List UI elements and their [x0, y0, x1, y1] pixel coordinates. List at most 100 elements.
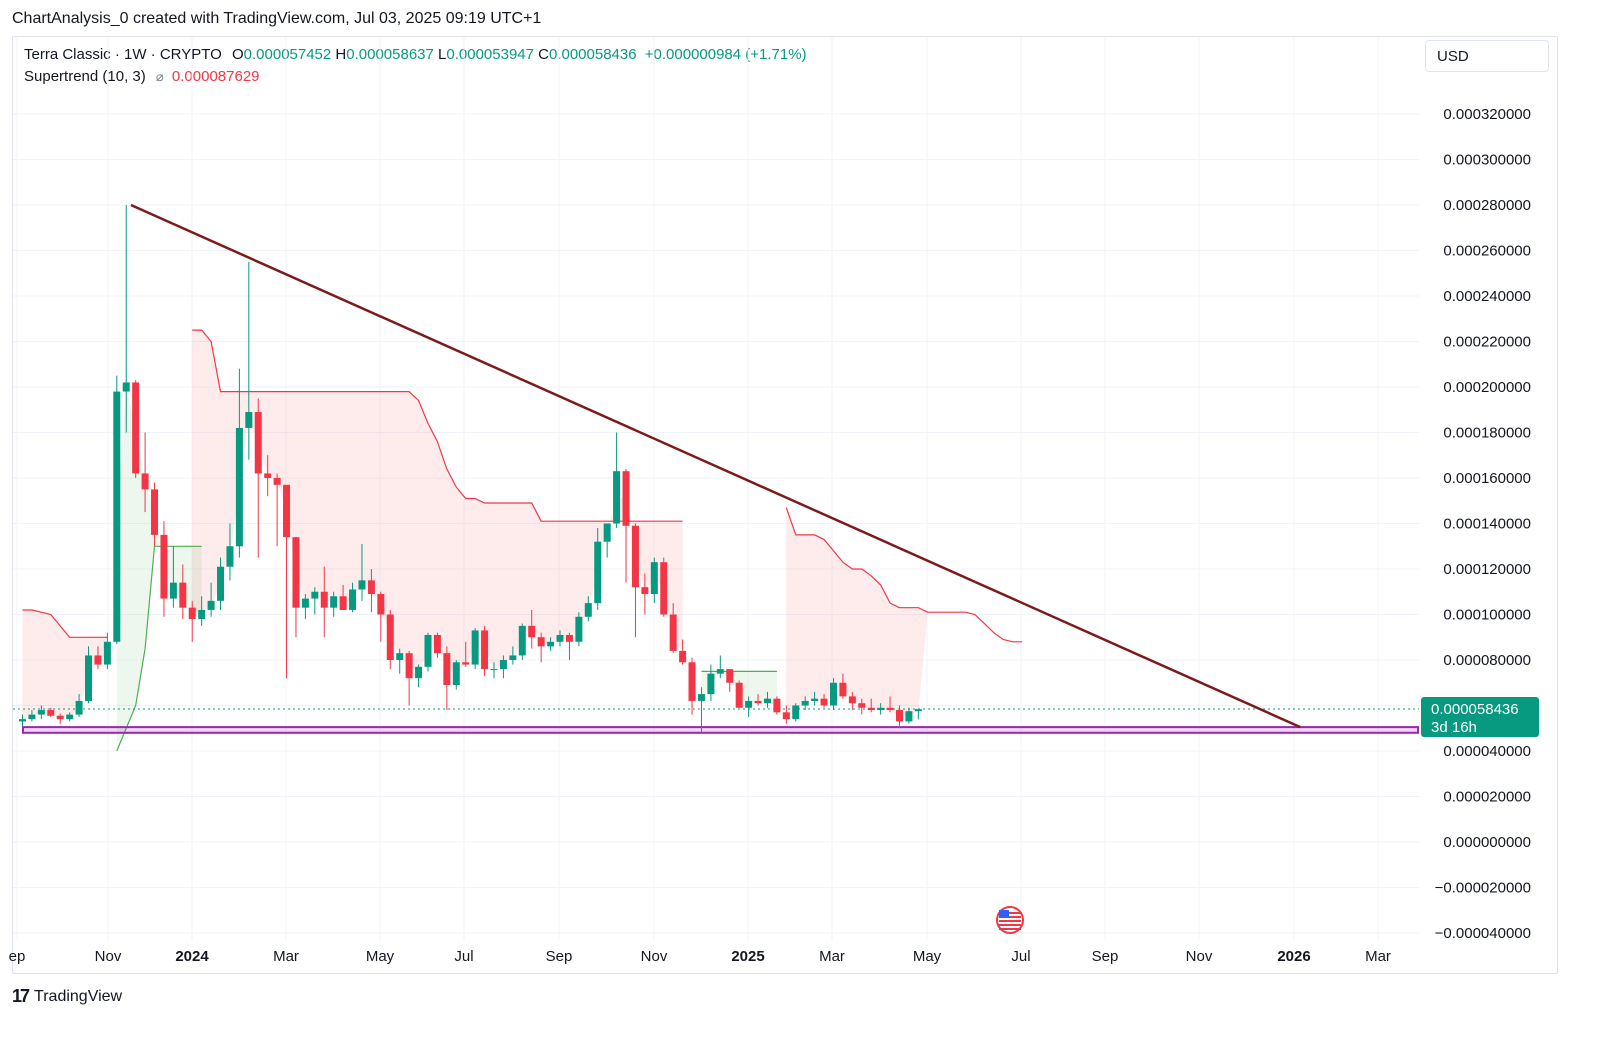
candle-body: [745, 700, 753, 708]
candle-body: [547, 641, 555, 647]
candle-body: [301, 598, 309, 608]
candle-body: [829, 682, 837, 706]
candle-body: [66, 714, 74, 720]
candle-body: [254, 412, 262, 474]
flag-stripe: [999, 912, 1021, 914]
candle: [254, 398, 262, 558]
candle: [858, 698, 866, 715]
candle: [839, 673, 847, 699]
us-flag-icon[interactable]: [996, 906, 1024, 934]
candle: [481, 625, 489, 676]
candle-body: [226, 546, 234, 567]
candle: [339, 584, 347, 610]
candle-body: [886, 707, 894, 711]
candle-body: [858, 703, 866, 708]
candle: [217, 557, 225, 610]
candle-body: [914, 709, 922, 712]
symbol-title[interactable]: Terra Classic · 1W · CRYPTO: [24, 46, 222, 63]
candle: [320, 566, 328, 638]
candle-body: [85, 655, 93, 701]
y-tick-label: 0.000280000: [1443, 197, 1531, 214]
candle: [188, 600, 196, 642]
x-tick-label: Sep: [1092, 948, 1119, 965]
time-axis[interactable]: ep Nov 2024 Mar May Jul Sep Nov 2025 Mar May Jul Sep…: [9, 948, 1391, 965]
candle-body: [339, 596, 347, 610]
x-tick-label: Nov: [1186, 948, 1213, 965]
support-zone: [22, 726, 1419, 734]
candle-body: [415, 666, 423, 679]
indicator-name[interactable]: Supertrend (10, 3): [24, 68, 146, 85]
candle: [349, 582, 357, 613]
candle: [660, 557, 668, 617]
y-tick-label: 0.000080000: [1443, 652, 1531, 669]
symbol-legend[interactable]: Terra Classic · 1W · CRYPTO O0.000057452…: [24, 46, 807, 63]
candle-body: [735, 682, 743, 708]
eye-off-icon[interactable]: ⌀: [155, 69, 164, 84]
chart-frame[interactable]: [12, 36, 1558, 974]
candle: [377, 591, 385, 642]
candle: [584, 596, 592, 622]
flag-stripe: [999, 924, 1021, 926]
candle-body: [801, 700, 809, 706]
candle: [273, 473, 281, 547]
flag-stripe: [999, 916, 1021, 918]
x-tick-label: May: [913, 948, 942, 965]
candle-body: [264, 473, 272, 478]
candle: [726, 669, 734, 692]
candle: [801, 696, 809, 711]
supertrend-layer: [22, 329, 1023, 752]
y-tick-label: 0.000300000: [1443, 152, 1531, 169]
x-tick-label: Jul: [454, 948, 473, 965]
candle: [886, 696, 894, 713]
candle: [424, 632, 432, 672]
open-value: 0.000057452: [243, 46, 332, 63]
high-label: H: [335, 46, 347, 63]
candle: [113, 375, 121, 645]
candle-body: [462, 662, 470, 665]
candle-body: [848, 696, 856, 704]
open-label: O: [231, 46, 244, 63]
candle-body: [537, 637, 545, 647]
candle-body: [490, 669, 498, 671]
tradingview-brand[interactable]: 17 TradingView: [12, 986, 122, 1007]
candle-body: [631, 525, 639, 588]
candle: [66, 712, 74, 722]
y-tick-label: 0.000220000: [1443, 334, 1531, 351]
candle: [151, 482, 159, 547]
y-tick-label: 0.000100000: [1443, 607, 1531, 624]
candle: [575, 612, 583, 647]
candle: [235, 368, 243, 558]
candle: [122, 205, 130, 433]
flag-stripe: [999, 928, 1021, 930]
currency-selector[interactable]: USD: [1425, 40, 1549, 72]
candle-body: [424, 634, 432, 667]
candle-body: [207, 600, 215, 610]
candle-body: [792, 705, 800, 720]
candle-body: [396, 653, 404, 660]
candle-body: [179, 582, 187, 608]
indicator-legend[interactable]: Supertrend (10, 3) ⌀ 0.000087629: [24, 68, 260, 85]
supertrend-down-line: [785, 507, 1023, 643]
candle-body: [235, 427, 243, 547]
candles-layer: [19, 205, 922, 733]
candle-body: [75, 700, 83, 715]
candle: [169, 546, 177, 608]
candle: [37, 705, 45, 720]
y-tick-label: 0.000240000: [1443, 288, 1531, 305]
candle: [471, 628, 479, 670]
candle-body: [188, 607, 196, 620]
candle: [28, 710, 36, 722]
candle: [179, 564, 187, 620]
candle-body: [471, 630, 479, 665]
x-tick-label: Nov: [95, 948, 122, 965]
y-tick-label: −0.000040000: [1435, 925, 1531, 942]
candle: [311, 587, 319, 615]
candle-body: [641, 587, 649, 595]
candle: [556, 630, 564, 647]
candle-body: [518, 625, 526, 656]
candle: [877, 703, 885, 715]
support-zone-layer: [13, 708, 1419, 734]
candle-body: [245, 412, 253, 428]
price-axis[interactable]: 0.000320000 0.000300000 0.000280000 0.00026…: [1435, 106, 1531, 942]
